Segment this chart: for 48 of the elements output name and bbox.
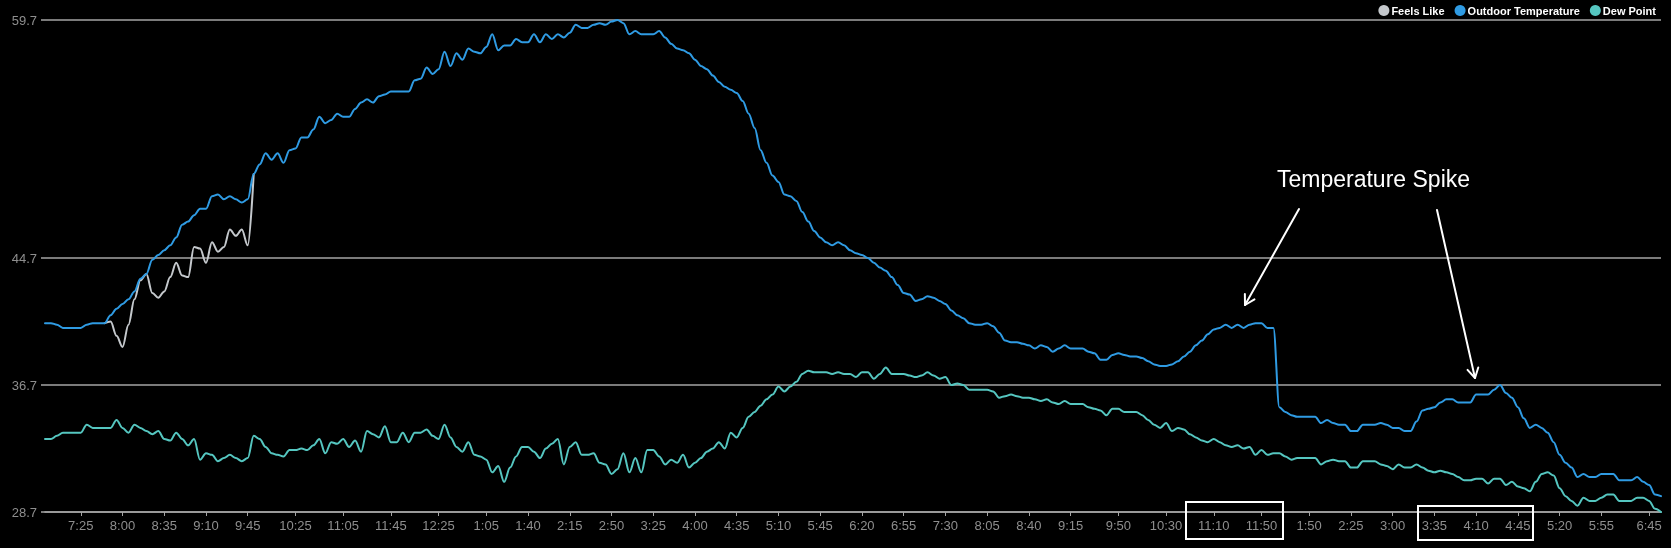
x-tick-label: 8:35	[151, 518, 177, 533]
x-tick-label: 11:05	[327, 518, 359, 533]
x-tick-label: 4:00	[682, 518, 708, 533]
y-tick-label: 28.7	[11, 504, 37, 520]
x-tick-label: 4:45	[1505, 518, 1531, 533]
x-tick-label: 3:35	[1421, 518, 1448, 533]
line-series	[44, 366, 1662, 513]
x-tick-label: 2:25	[1338, 518, 1364, 533]
x-tick-label: 5:45	[807, 518, 833, 533]
x-tick-label: 5:10	[765, 518, 792, 533]
x-tick-label: 8:00	[109, 518, 136, 533]
x-tick-label: 4:35	[724, 518, 750, 533]
legend-label: Dew Point	[1602, 4, 1657, 17]
x-tick-label: 10:25	[279, 518, 312, 533]
annotation: Temperature Spike	[1277, 165, 1471, 192]
x-tick-label: 2:50	[598, 518, 625, 533]
x-tick-label: 1:50	[1296, 518, 1322, 533]
x-tick-label: 12:25	[422, 518, 455, 533]
x-tick-label: 5:55	[1588, 518, 1615, 533]
x-tick-label: 11:50	[1245, 518, 1278, 533]
x-tick-label: 9:45	[235, 518, 261, 533]
x-tick-label: 6:55	[891, 518, 917, 533]
x-tick-label: 1:40	[515, 518, 541, 533]
x-tick-label: 6:20	[849, 518, 875, 533]
x-tick-label: 1:05	[473, 518, 499, 533]
x-tick-label: 4:10	[1463, 518, 1489, 533]
x-tick-label: 9:10	[193, 518, 219, 533]
x-tick-label: 10:30	[1149, 518, 1183, 533]
y-tick-label: 44.7	[11, 250, 37, 266]
x-tick-label: 3:25	[640, 518, 666, 533]
x-tick-label: 2:15	[557, 518, 583, 533]
x-tick-label: 9:15	[1058, 518, 1084, 533]
x-tick-label: 3:00	[1380, 518, 1406, 533]
legend-label: Feels Like	[1391, 4, 1445, 17]
x-tick-label: 7:30	[932, 518, 959, 533]
line-series	[44, 19, 1662, 498]
x-tick-label: 8:40	[1016, 518, 1042, 533]
y-tick-label: 36.7	[11, 377, 37, 393]
legend-label: Outdoor Temperature	[1467, 4, 1580, 17]
x-tick-label: 11:10	[1197, 518, 1230, 533]
x-tick-label: 7:25	[68, 518, 94, 533]
x-tick-label: 6:45	[1636, 518, 1662, 533]
x-tick-label: 5:20	[1546, 518, 1573, 533]
y-tick-label: 59.7	[11, 12, 37, 28]
x-tick-label: 11:45	[375, 518, 407, 533]
line-series	[103, 172, 255, 348]
x-tick-label: 9:50	[1105, 518, 1132, 533]
x-tick-label: 8:05	[974, 518, 1000, 533]
